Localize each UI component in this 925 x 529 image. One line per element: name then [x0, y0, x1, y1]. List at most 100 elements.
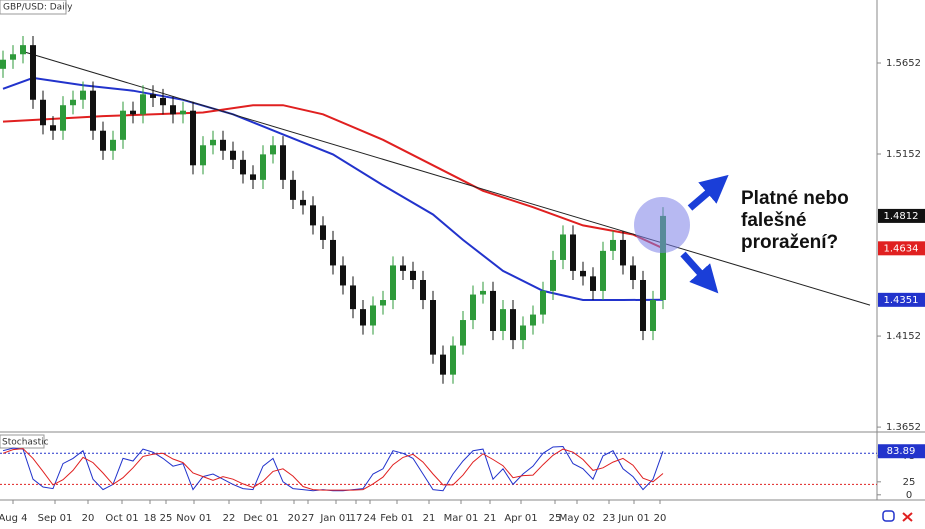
x-tick-label: 20 — [82, 513, 95, 524]
candle-body — [640, 279, 646, 331]
candle-body — [70, 99, 76, 106]
stochastic-title: Stochastic — [2, 438, 49, 448]
y-tick-label: 1.3652 — [886, 422, 921, 433]
candle-body — [120, 110, 126, 140]
annotation-line: falešné — [741, 210, 806, 231]
highlight-circle — [634, 197, 690, 253]
candle-body — [530, 314, 536, 326]
x-tick-label: Apr 01 — [504, 513, 537, 524]
candle-body — [660, 215, 666, 301]
stochastic-line — [2, 448, 664, 491]
candle-body — [440, 354, 446, 375]
price-label: 1.4634 — [884, 243, 919, 254]
candle-body — [400, 265, 406, 271]
candle-body — [200, 145, 206, 166]
candle-body — [450, 345, 456, 375]
candle-body — [500, 309, 506, 331]
candle-body — [250, 174, 256, 180]
candle-body — [40, 99, 46, 126]
x-tick-label: 21 — [484, 513, 497, 524]
candle-body — [0, 59, 6, 69]
y-tick-label: 0 — [906, 490, 912, 501]
candle-body — [470, 294, 476, 321]
price-label-box — [878, 208, 925, 223]
candle-body — [130, 110, 136, 115]
price-label: 83.89 — [887, 446, 916, 457]
candle-body — [490, 290, 496, 331]
candle-body — [360, 309, 366, 326]
y-tick-label: 1.5652 — [886, 58, 921, 69]
y-tick-label: 1.4152 — [886, 331, 921, 342]
annotation-line: proražení? — [741, 232, 838, 253]
x-tick-label: 17 — [350, 513, 363, 524]
candle-body — [590, 276, 596, 291]
candle-body — [320, 225, 326, 240]
candle-body — [340, 265, 346, 286]
x-tick-label: Nov 01 — [176, 513, 211, 524]
annotation-line: Platné nebo — [741, 188, 849, 209]
candle-body — [10, 54, 16, 60]
candle-body — [370, 305, 376, 326]
candle-body — [620, 239, 626, 266]
candle-body — [280, 145, 286, 180]
candle-body — [560, 234, 566, 260]
candle-body — [160, 97, 166, 106]
x-tick-label: 21 — [423, 513, 436, 524]
x-tick-label: 24 — [364, 513, 377, 524]
x-tick-label: 20 — [288, 513, 301, 524]
x-tick-label: Jan 01 — [319, 513, 351, 524]
candle-body — [110, 139, 116, 151]
y-tick-label: 1.5152 — [886, 149, 921, 160]
x-tick-label: Sep 01 — [38, 513, 73, 524]
close-icon[interactable] — [902, 512, 913, 522]
trendline — [24, 51, 871, 306]
chart-title: GBP/USD: Daily — [3, 3, 73, 13]
candle-body — [510, 309, 516, 341]
stochastic-title-box — [0, 434, 45, 449]
candle-body — [30, 45, 36, 100]
candle-body — [60, 105, 66, 131]
candle-body — [540, 290, 546, 315]
x-tick-label: Feb 01 — [380, 513, 414, 524]
sync-icon[interactable] — [882, 510, 895, 522]
price-label: 1.4351 — [884, 295, 919, 306]
candle-body — [550, 259, 556, 291]
arrow-down — [680, 251, 719, 294]
moving-average — [2, 76, 664, 301]
candle-body — [610, 239, 616, 251]
title-box — [0, 0, 67, 15]
x-tick-label: 18 — [144, 513, 157, 524]
candle-body — [520, 325, 526, 341]
candle-body — [240, 159, 246, 175]
candle-body — [580, 270, 586, 277]
x-tick-label: 27 — [302, 513, 315, 524]
candle-body — [630, 265, 636, 280]
candle-body — [20, 45, 26, 55]
candle-body — [230, 150, 236, 160]
price-label: 1.4812 — [884, 211, 919, 222]
candle-body — [390, 265, 396, 301]
candle-body — [480, 290, 486, 295]
x-tick-label: Jun 01 — [617, 513, 650, 524]
candle-body — [300, 199, 306, 206]
candle-body — [260, 154, 266, 180]
candle-body — [210, 139, 216, 146]
candle-body — [460, 320, 466, 346]
moving-average — [2, 104, 664, 250]
x-tick-label: Mar 01 — [444, 513, 479, 524]
candle-body — [180, 110, 186, 115]
x-tick-label: 20 — [654, 513, 667, 524]
candle-body — [290, 179, 296, 200]
candle-body — [270, 145, 276, 155]
candle-body — [410, 270, 416, 280]
x-tick-label: 22 — [223, 513, 236, 524]
candle-body — [430, 300, 436, 355]
candle-body — [600, 250, 606, 291]
price-label-box — [878, 444, 925, 459]
candle-body — [380, 300, 386, 306]
candle-body — [570, 234, 576, 271]
candle-body — [650, 300, 656, 331]
arrow-up — [687, 174, 729, 211]
